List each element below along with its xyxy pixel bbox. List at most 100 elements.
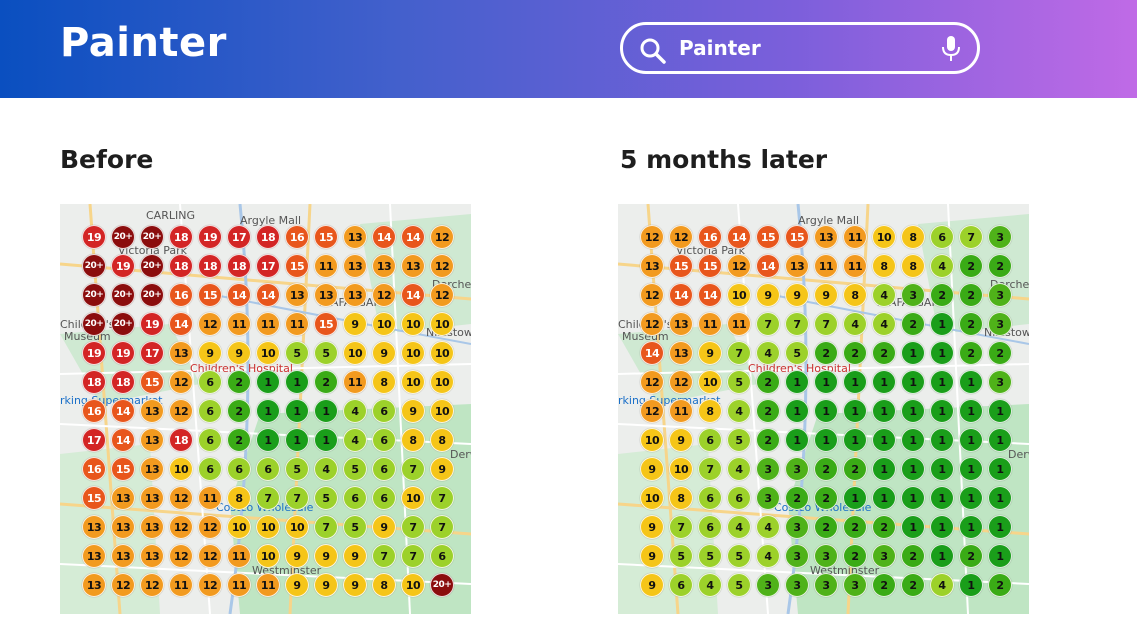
rank-pin[interactable]: 9 <box>669 428 693 452</box>
rank-pin[interactable]: 20+ <box>140 254 164 278</box>
rank-pin[interactable]: 1 <box>256 370 280 394</box>
rank-pin[interactable]: 15 <box>669 254 693 278</box>
rank-pin[interactable]: 4 <box>343 428 367 452</box>
rank-pin[interactable]: 1 <box>843 486 867 510</box>
rank-pin[interactable]: 13 <box>669 312 693 336</box>
rank-pin[interactable]: 2 <box>814 515 838 539</box>
rank-pin[interactable]: 2 <box>756 428 780 452</box>
rank-pin[interactable]: 9 <box>343 544 367 568</box>
rank-pin[interactable]: 20+ <box>111 283 135 307</box>
rank-pin[interactable]: 11 <box>727 312 751 336</box>
rank-pin[interactable]: 1 <box>901 457 925 481</box>
rank-pin[interactable]: 15 <box>82 486 106 510</box>
rank-pin[interactable]: 7 <box>814 312 838 336</box>
rank-pin[interactable]: 2 <box>843 544 867 568</box>
rank-pin[interactable]: 10 <box>372 312 396 336</box>
rank-pin[interactable]: 6 <box>430 544 454 568</box>
rank-pin[interactable]: 20+ <box>430 573 454 597</box>
rank-pin[interactable]: 12 <box>111 573 135 597</box>
rank-pin[interactable]: 2 <box>814 457 838 481</box>
rank-pin[interactable]: 3 <box>785 457 809 481</box>
rank-pin[interactable]: 6 <box>372 428 396 452</box>
rank-pin[interactable]: 11 <box>343 370 367 394</box>
rank-pin[interactable]: 13 <box>785 254 809 278</box>
rank-pin[interactable]: 13 <box>140 457 164 481</box>
rank-pin[interactable]: 4 <box>872 312 896 336</box>
rank-pin[interactable]: 3 <box>785 544 809 568</box>
rank-pin[interactable]: 3 <box>901 283 925 307</box>
rank-pin[interactable]: 18 <box>169 254 193 278</box>
rank-pin[interactable]: 14 <box>401 225 425 249</box>
rank-pin[interactable]: 19 <box>82 225 106 249</box>
rank-pin[interactable]: 4 <box>727 515 751 539</box>
rank-pin[interactable]: 6 <box>372 399 396 423</box>
rank-pin[interactable]: 12 <box>640 312 664 336</box>
rank-pin[interactable]: 11 <box>256 573 280 597</box>
rank-pin[interactable]: 13 <box>140 486 164 510</box>
rank-pin[interactable]: 1 <box>843 399 867 423</box>
rank-pin[interactable]: 6 <box>698 515 722 539</box>
rank-pin[interactable]: 8 <box>698 399 722 423</box>
rank-pin[interactable]: 9 <box>814 283 838 307</box>
rank-pin[interactable]: 4 <box>343 399 367 423</box>
rank-pin[interactable]: 14 <box>111 399 135 423</box>
rank-pin[interactable]: 2 <box>901 312 925 336</box>
rank-pin[interactable]: 20+ <box>111 312 135 336</box>
rank-pin[interactable]: 5 <box>727 370 751 394</box>
rank-pin[interactable]: 8 <box>372 573 396 597</box>
rank-pin[interactable]: 11 <box>669 399 693 423</box>
rank-pin[interactable]: 2 <box>843 341 867 365</box>
rank-pin[interactable]: 1 <box>930 544 954 568</box>
rank-pin[interactable]: 1 <box>959 428 983 452</box>
rank-pin[interactable]: 13 <box>82 544 106 568</box>
rank-pin[interactable]: 9 <box>343 312 367 336</box>
rank-pin[interactable]: 2 <box>227 428 251 452</box>
rank-pin[interactable]: 1 <box>988 399 1012 423</box>
rank-pin[interactable]: 6 <box>372 486 396 510</box>
rank-pin[interactable]: 15 <box>698 254 722 278</box>
rank-pin[interactable]: 13 <box>169 341 193 365</box>
rank-pin[interactable]: 1 <box>872 457 896 481</box>
rank-pin[interactable]: 11 <box>227 573 251 597</box>
rank-pin[interactable]: 1 <box>872 370 896 394</box>
rank-pin[interactable]: 13 <box>814 225 838 249</box>
rank-pin[interactable]: 7 <box>430 515 454 539</box>
rank-pin[interactable]: 10 <box>401 341 425 365</box>
rank-pin[interactable]: 1 <box>959 457 983 481</box>
rank-pin[interactable]: 1 <box>901 486 925 510</box>
rank-pin[interactable]: 18 <box>198 254 222 278</box>
rank-pin[interactable]: 8 <box>901 225 925 249</box>
rank-pin[interactable]: 13 <box>82 573 106 597</box>
rank-pin[interactable]: 1 <box>930 370 954 394</box>
rank-pin[interactable]: 1 <box>901 399 925 423</box>
rank-pin[interactable]: 2 <box>959 341 983 365</box>
rank-pin[interactable]: 17 <box>82 428 106 452</box>
rank-pin[interactable]: 17 <box>140 341 164 365</box>
rank-pin[interactable]: 2 <box>756 370 780 394</box>
rank-pin[interactable]: 9 <box>285 544 309 568</box>
rank-pin[interactable]: 1 <box>988 428 1012 452</box>
rank-pin[interactable]: 6 <box>256 457 280 481</box>
rank-pin[interactable]: 3 <box>785 515 809 539</box>
rank-pin[interactable]: 9 <box>640 544 664 568</box>
rank-pin[interactable]: 10 <box>401 573 425 597</box>
rank-pin[interactable]: 4 <box>727 399 751 423</box>
rank-pin[interactable]: 9 <box>285 573 309 597</box>
rank-pin[interactable]: 9 <box>785 283 809 307</box>
rank-pin[interactable]: 2 <box>930 283 954 307</box>
rank-pin[interactable]: 12 <box>198 312 222 336</box>
rank-pin[interactable]: 12 <box>640 283 664 307</box>
rank-pin[interactable]: 12 <box>198 544 222 568</box>
rank-pin[interactable]: 3 <box>988 225 1012 249</box>
rank-pin[interactable]: 16 <box>82 457 106 481</box>
rank-pin[interactable]: 12 <box>430 225 454 249</box>
rank-pin[interactable]: 10 <box>256 544 280 568</box>
rank-pin[interactable]: 7 <box>256 486 280 510</box>
rank-pin[interactable]: 12 <box>198 515 222 539</box>
rank-pin[interactable]: 20+ <box>82 312 106 336</box>
rank-pin[interactable]: 1 <box>814 428 838 452</box>
rank-pin[interactable]: 10 <box>401 312 425 336</box>
rank-pin[interactable]: 13 <box>111 486 135 510</box>
rank-pin[interactable]: 1 <box>959 486 983 510</box>
rank-pin[interactable]: 10 <box>430 399 454 423</box>
